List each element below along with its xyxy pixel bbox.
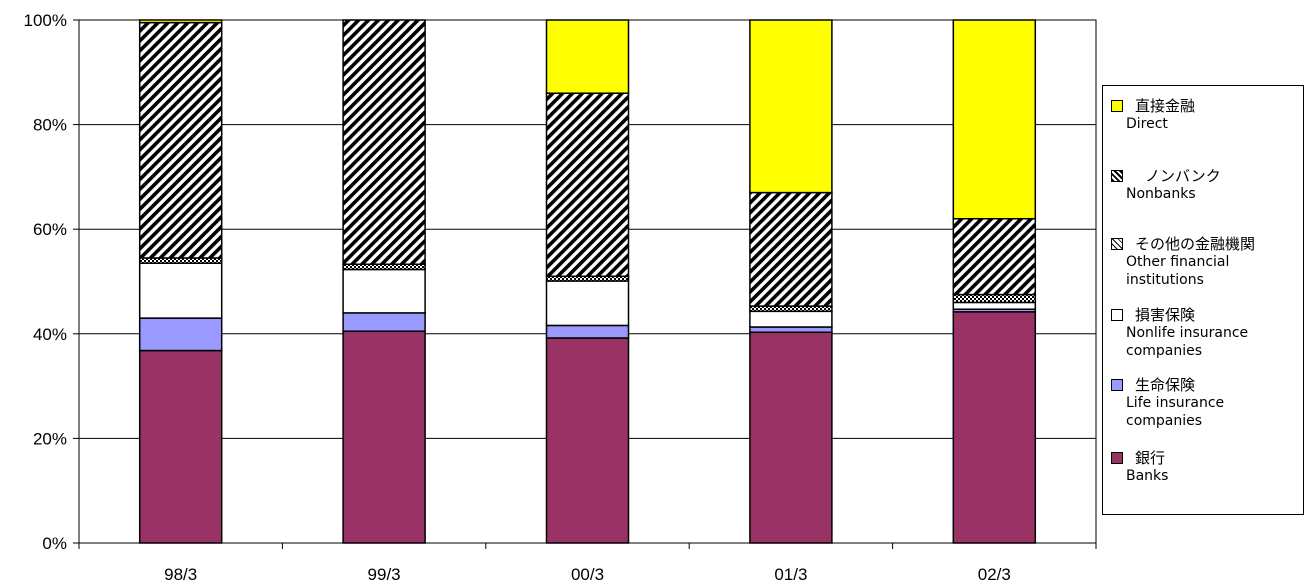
legend-swatch-nonlife <box>1111 309 1123 321</box>
x-tick-label: 98/3 <box>164 565 197 584</box>
y-tick-label: 40% <box>33 325 67 344</box>
bar-segment-life-insurance-companies-01-3 <box>749 326 833 333</box>
y-tick-label: 100% <box>24 11 67 30</box>
x-tick-label: 01/3 <box>774 565 807 584</box>
y-tick-label: 60% <box>33 220 67 239</box>
x-tick-label: 99/3 <box>368 565 401 584</box>
axes <box>78 19 1097 544</box>
bar-segment-nonlife-insurance-companies-98-3 <box>138 262 223 319</box>
legend-label-en: Banks <box>1126 468 1169 484</box>
bar-segment-banks-01-3 <box>749 331 833 544</box>
bar-segment-nonbanks-00-3 <box>545 92 630 278</box>
legend-item-banks: 銀行 Banks <box>1111 449 1168 485</box>
legend-swatch-other-financial <box>1111 238 1123 250</box>
bar-segment-life-insurance-companies-99-3 <box>342 312 426 332</box>
legend-swatch-nonbanks <box>1111 170 1123 182</box>
bar-segment-other-financial-institutions-99-3 <box>342 263 426 271</box>
bars <box>138 19 1037 544</box>
bar-segment-other-financial-institutions-98-3 <box>138 257 223 264</box>
legend-label-jp: 直接金融 <box>1135 97 1196 115</box>
bar-segment-life-insurance-companies-98-3 <box>138 317 223 352</box>
bar-segment-other-financial-institutions-02-3 <box>952 293 1037 304</box>
plot-frame <box>78 19 1097 544</box>
legend-swatch-banks <box>1111 452 1123 464</box>
bar-segment-banks-02-3 <box>952 311 1037 544</box>
bar-segment-direct-00-3 <box>545 19 630 94</box>
y-axis-ticks: 0% 20% 40% 60% 80% 100% <box>24 11 79 553</box>
x-tick-label: 02/3 <box>978 565 1011 584</box>
legend-label-en: Nonlife insurance companies <box>1126 325 1249 359</box>
bar-segment-banks-99-3 <box>342 330 426 544</box>
legend-item-life: 生命保険 Life insurance companies <box>1111 376 1286 430</box>
legend-swatch-life <box>1111 379 1123 391</box>
bar-segment-nonbanks-01-3 <box>749 191 833 307</box>
legend-label-en: Life insurance companies <box>1126 395 1225 429</box>
bar-segment-other-financial-institutions-01-3 <box>749 305 833 313</box>
bar-segment-nonbanks-98-3 <box>138 21 223 259</box>
y-tick-label: 20% <box>33 429 67 448</box>
legend: 直接金融 Direct ノンバンク Nonbanks その他の金融機関 Othe… <box>1102 85 1304 515</box>
bar-segment-life-insurance-companies-00-3 <box>545 324 630 339</box>
legend-label-en: Other financial institutions <box>1126 254 1230 288</box>
bar-segment-banks-00-3 <box>545 337 630 544</box>
bar-segment-nonlife-insurance-companies-01-3 <box>749 310 833 328</box>
legend-swatch-direct <box>1111 100 1123 112</box>
legend-label-jp: 銀行 <box>1135 449 1166 467</box>
legend-item-other-financial: その他の金融機関 Other financial institutions <box>1111 235 1296 289</box>
bar-segment-nonbanks-99-3 <box>342 19 426 265</box>
legend-item-direct: 直接金融 Direct <box>1111 97 1195 133</box>
legend-label-jp: その他の金融機関 <box>1135 235 1256 253</box>
x-axis-ticks: 98/3 99/3 00/3 01/3 02/3 <box>78 543 1097 584</box>
y-tick-label: 80% <box>33 116 67 135</box>
bar-segment-nonbanks-02-3 <box>952 217 1037 296</box>
bar-segment-direct-02-3 <box>952 19 1037 220</box>
bar-segment-nonlife-insurance-companies-00-3 <box>545 280 630 327</box>
bar-segment-direct-01-3 <box>749 19 833 194</box>
legend-item-nonlife: 損害保険 Nonlife insurance companies <box>1111 306 1301 360</box>
legend-label-jp: ノンバンク <box>1145 167 1221 185</box>
legend-label-jp: 損害保険 <box>1135 306 1196 324</box>
legend-item-nonbanks: ノンバンク Nonbanks <box>1111 167 1221 203</box>
legend-label-jp: 生命保険 <box>1135 376 1196 394</box>
bar-segment-banks-98-3 <box>138 349 223 544</box>
x-tick-label: 00/3 <box>571 565 604 584</box>
bar-segment-nonlife-insurance-companies-02-3 <box>952 301 1037 310</box>
legend-label-en: Nonbanks <box>1126 186 1196 202</box>
y-tick-label: 0% <box>42 534 67 553</box>
legend-label-en: Direct <box>1126 116 1168 132</box>
bar-segment-nonlife-insurance-companies-99-3 <box>342 268 426 314</box>
